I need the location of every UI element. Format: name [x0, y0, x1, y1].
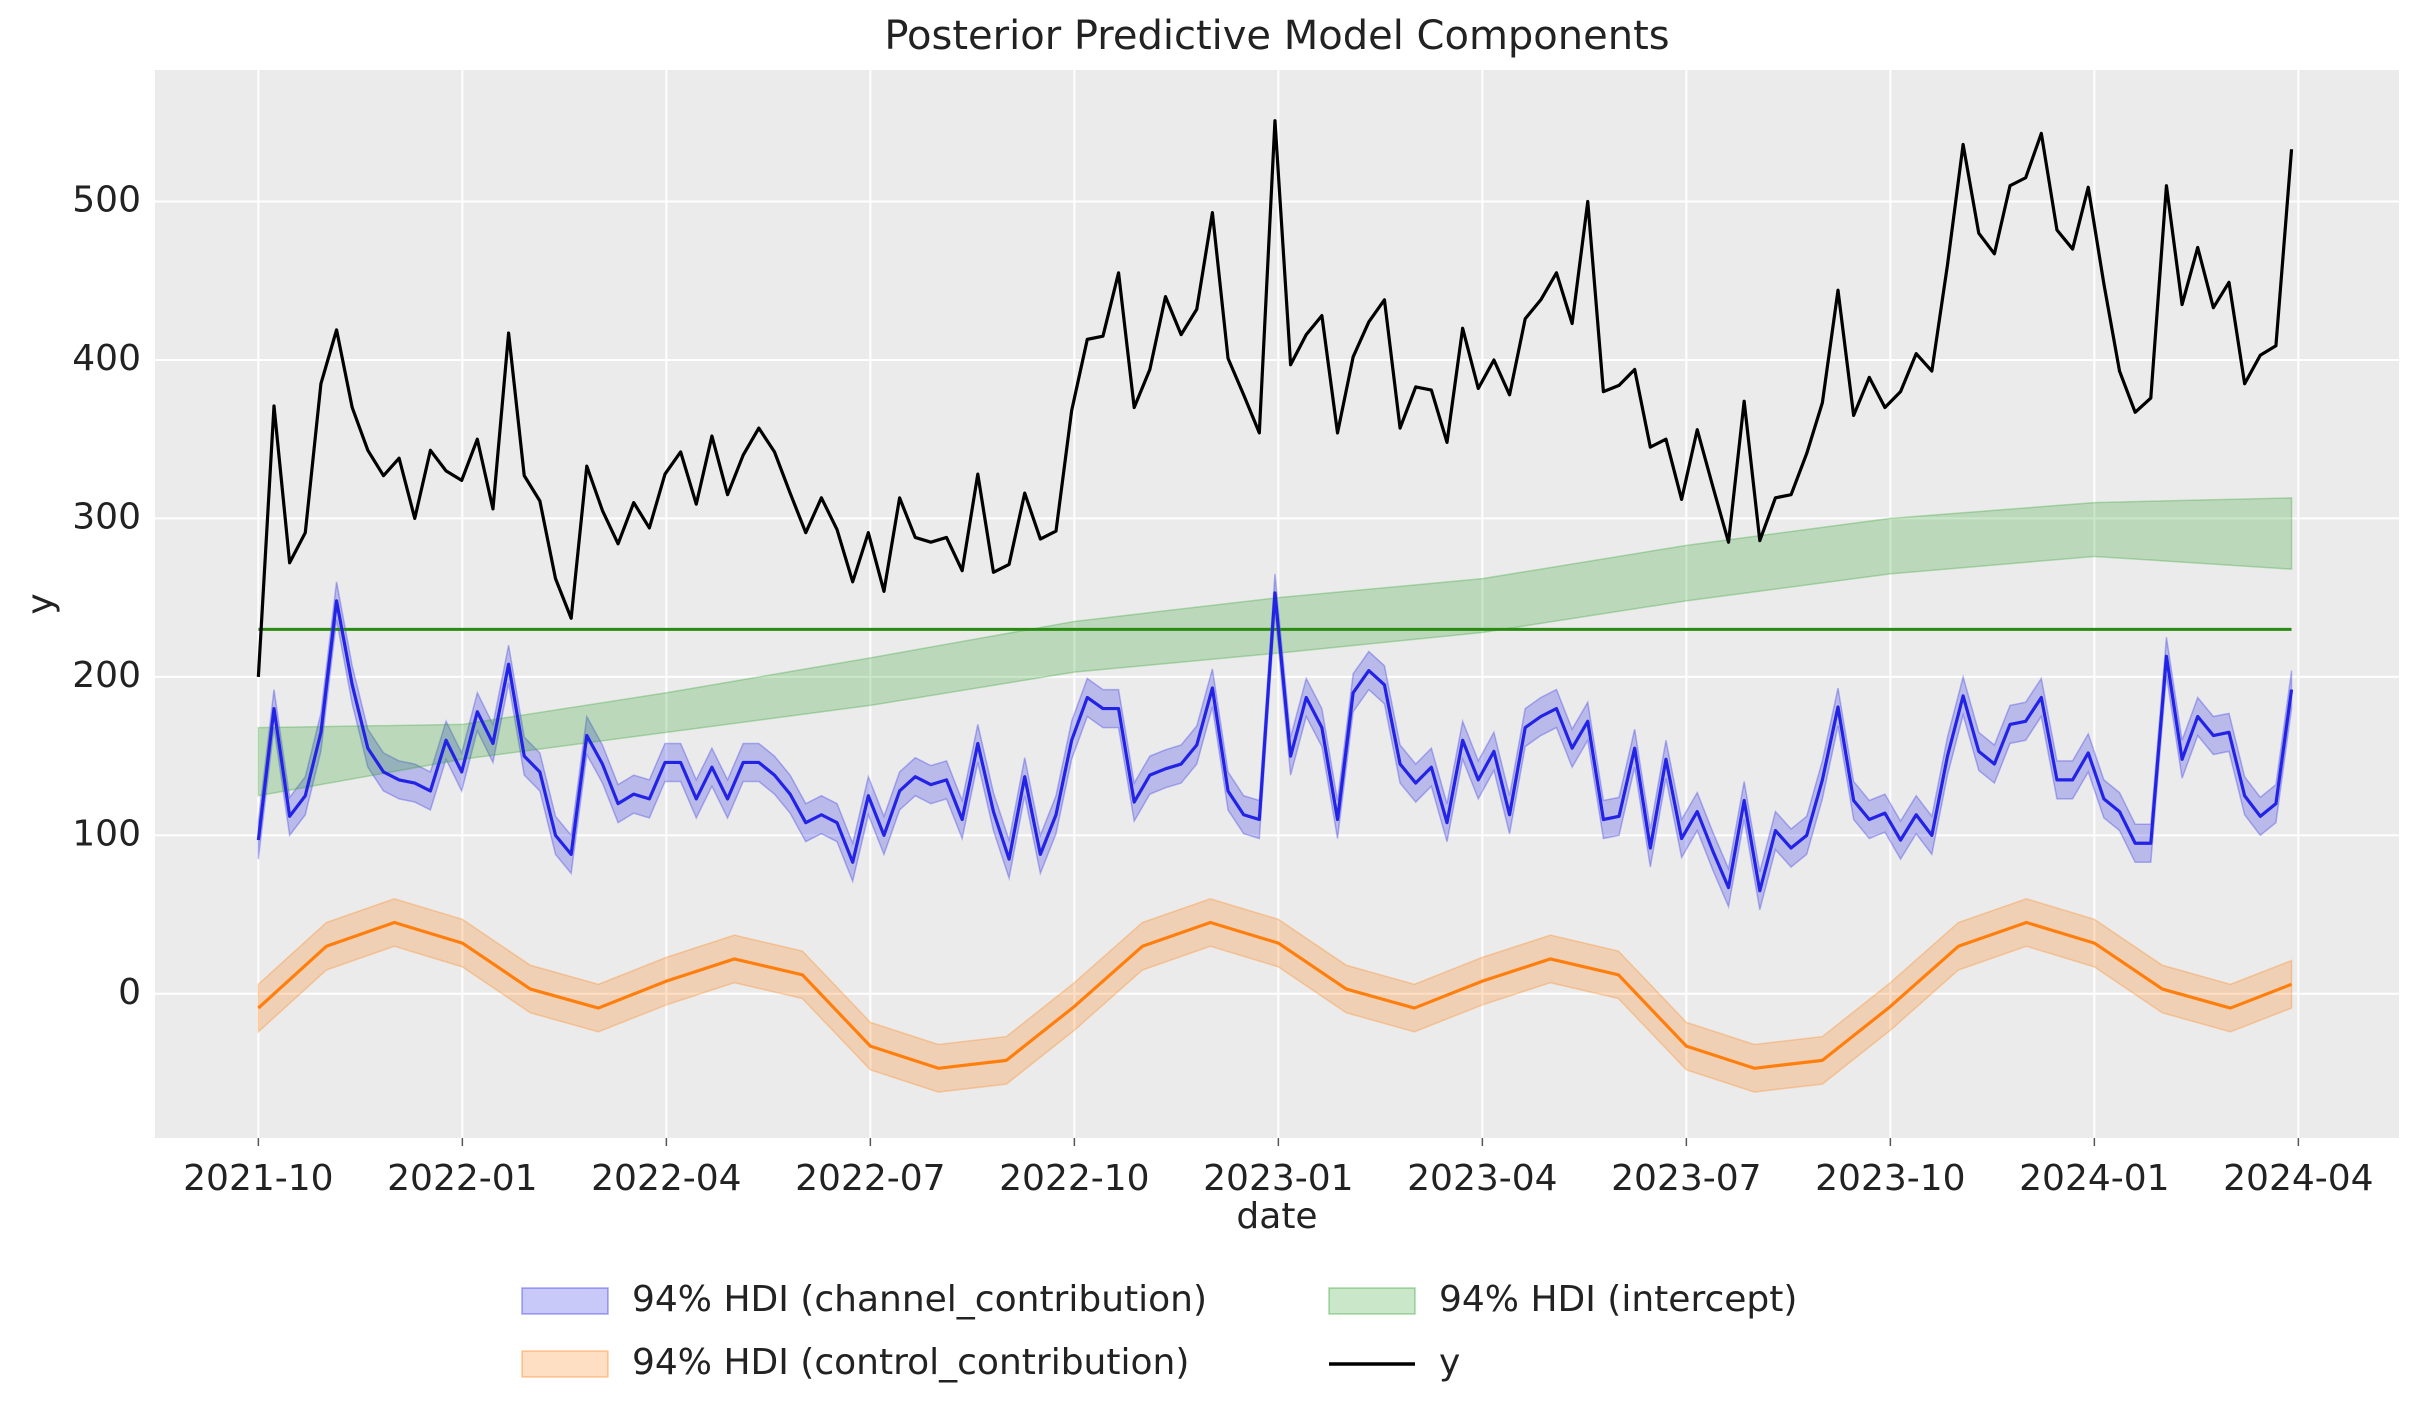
- hdi-band: [257, 573, 2293, 911]
- x-tick-label: 2022-10: [999, 1158, 1149, 1199]
- legend-label: 94% HDI (channel_contribution): [632, 1279, 1207, 1320]
- x-tick-label: 2022-01: [387, 1158, 537, 1199]
- y-tick-label: 300: [72, 496, 141, 537]
- x-tick-label: 2024-04: [2223, 1158, 2373, 1199]
- y-tick-label: 500: [72, 180, 141, 221]
- x-tick-label: 2023-07: [1611, 1158, 1761, 1199]
- y-tick-label: 400: [72, 338, 141, 379]
- legend-swatch: [521, 1350, 609, 1378]
- legend-label: y: [1439, 1342, 1460, 1383]
- series-line: [256, 119, 2294, 677]
- legend-label: 94% HDI (control_contribution): [632, 1342, 1189, 1383]
- x-tick-label: 2023-01: [1203, 1158, 1353, 1199]
- legend-swatch: [1328, 1287, 1416, 1315]
- chart-title: Posterior Predictive Model Components: [884, 13, 1669, 59]
- x-tick-label: 2023-10: [1815, 1158, 1965, 1199]
- y-tick-label: 100: [72, 813, 141, 854]
- x-tick-label: 2024-01: [2019, 1158, 2169, 1199]
- legend-swatch: [521, 1287, 609, 1315]
- series-line: [257, 920, 2293, 1070]
- y-tick-label: 0: [118, 972, 141, 1013]
- y-axis-label: y: [20, 593, 61, 614]
- x-tick-label: 2023-04: [1407, 1158, 1557, 1199]
- x-tick-label: 2022-04: [591, 1158, 741, 1199]
- series-line: [256, 591, 2294, 893]
- x-tick-label: 2021-10: [183, 1158, 333, 1199]
- y-tick-label: 200: [72, 655, 141, 696]
- legend-label: 94% HDI (intercept): [1439, 1279, 1797, 1320]
- x-axis-label: date: [1236, 1196, 1317, 1237]
- hdi-band: [257, 497, 2293, 797]
- x-tick-label: 2022-07: [795, 1158, 945, 1199]
- hdi-band: [257, 897, 2293, 1093]
